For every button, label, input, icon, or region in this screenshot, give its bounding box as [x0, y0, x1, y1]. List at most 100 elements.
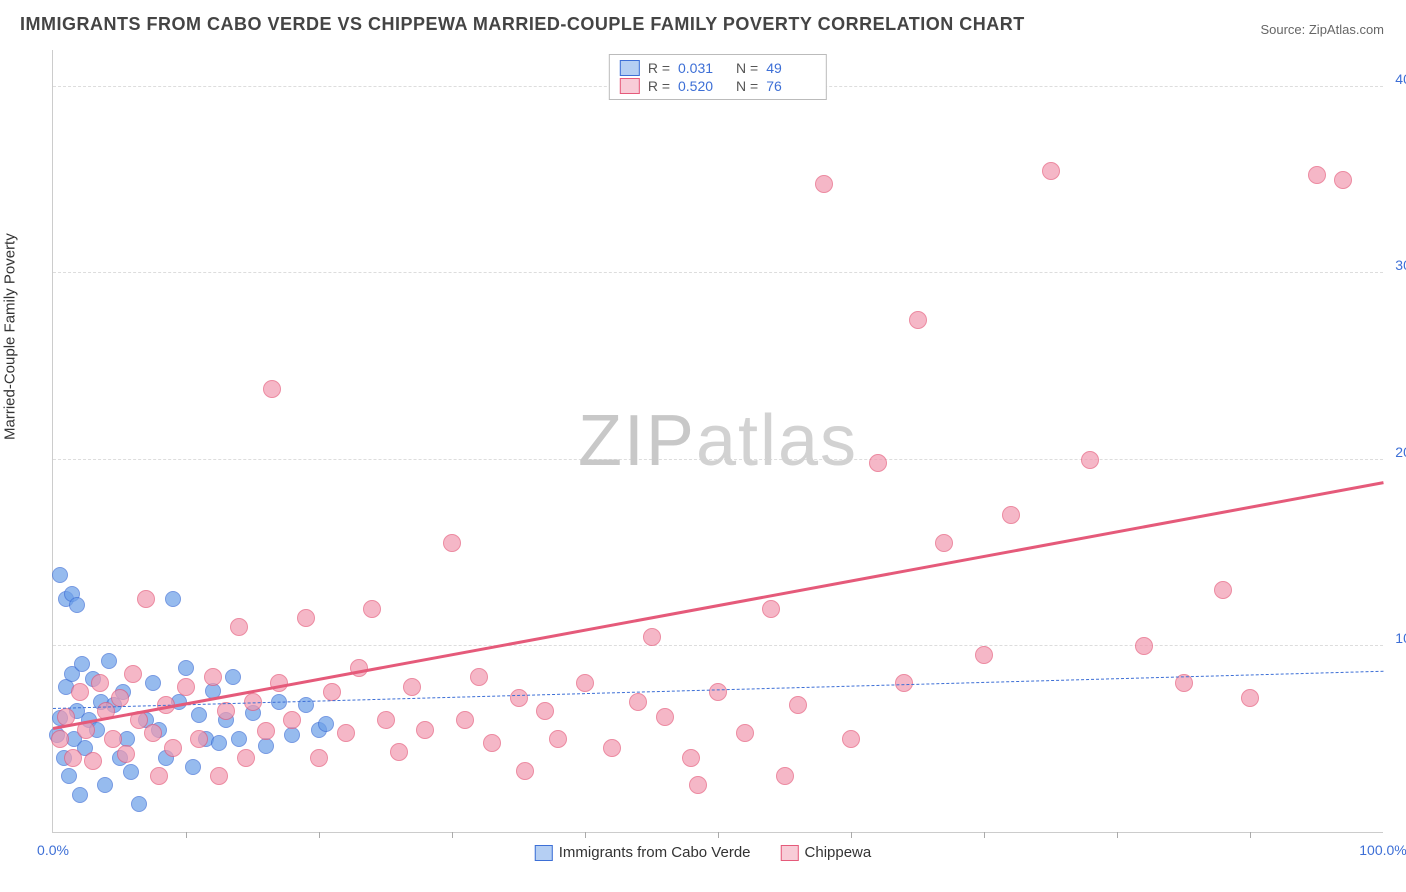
- data-point: [258, 738, 274, 754]
- data-point: [263, 380, 281, 398]
- legend-n-label: N =: [736, 78, 758, 94]
- data-point: [337, 724, 355, 742]
- data-point: [231, 731, 247, 747]
- data-point: [603, 739, 621, 757]
- chart-title: IMMIGRANTS FROM CABO VERDE VS CHIPPEWA M…: [20, 14, 1025, 35]
- data-point: [1135, 637, 1153, 655]
- data-point: [257, 722, 275, 740]
- y-tick-label: 20.0%: [1395, 444, 1406, 460]
- data-point: [1042, 162, 1060, 180]
- data-point: [69, 597, 85, 613]
- data-point: [145, 675, 161, 691]
- legend-swatch: [535, 845, 553, 861]
- data-point: [284, 727, 300, 743]
- data-point: [211, 735, 227, 751]
- data-point: [549, 730, 567, 748]
- data-point: [230, 618, 248, 636]
- data-point: [1002, 506, 1020, 524]
- data-point: [101, 653, 117, 669]
- data-point: [225, 669, 241, 685]
- data-point: [74, 656, 90, 672]
- data-point: [909, 311, 927, 329]
- data-point: [165, 591, 181, 607]
- x-tick: [1250, 832, 1251, 838]
- x-tick: [1117, 832, 1118, 838]
- data-point: [510, 689, 528, 707]
- gridline: [53, 272, 1383, 273]
- data-point: [709, 683, 727, 701]
- data-point: [975, 646, 993, 664]
- legend-r-label: R =: [648, 78, 670, 94]
- legend-label: Chippewa: [805, 844, 872, 861]
- legend-swatch: [620, 78, 640, 94]
- data-point: [815, 175, 833, 193]
- series-legend: Immigrants from Cabo Verde Chippewa: [535, 844, 871, 861]
- data-point: [443, 534, 461, 552]
- legend-swatch: [620, 60, 640, 76]
- data-point: [61, 768, 77, 784]
- data-point: [51, 730, 69, 748]
- legend-item: Immigrants from Cabo Verde: [535, 844, 751, 861]
- data-point: [144, 724, 162, 742]
- x-tick-label: 0.0%: [37, 842, 69, 858]
- data-point: [629, 693, 647, 711]
- y-axis-label: Married-Couple Family Poverty: [2, 233, 19, 440]
- data-point: [191, 707, 207, 723]
- data-point: [643, 628, 661, 646]
- data-point: [576, 674, 594, 692]
- data-point: [185, 759, 201, 775]
- scatter-plot-area: ZIPatlas R =0.031N =49R =0.520N =76 10.0…: [52, 50, 1383, 833]
- x-tick: [186, 832, 187, 838]
- data-point: [210, 767, 228, 785]
- x-tick: [452, 832, 453, 838]
- data-point: [111, 689, 129, 707]
- watermark-text: ZIPatlas: [578, 400, 858, 482]
- gridline: [53, 459, 1383, 460]
- data-point: [1081, 451, 1099, 469]
- data-point: [178, 660, 194, 676]
- data-point: [104, 730, 122, 748]
- x-tick-label: 100.0%: [1359, 842, 1406, 858]
- data-point: [762, 600, 780, 618]
- data-point: [1241, 689, 1259, 707]
- data-point: [516, 762, 534, 780]
- data-point: [323, 683, 341, 701]
- data-point: [164, 739, 182, 757]
- legend-n-value: 76: [766, 78, 816, 94]
- data-point: [190, 730, 208, 748]
- data-point: [131, 796, 147, 812]
- data-point: [403, 678, 421, 696]
- data-point: [656, 708, 674, 726]
- data-point: [310, 749, 328, 767]
- data-point: [237, 749, 255, 767]
- data-point: [470, 668, 488, 686]
- y-tick-label: 30.0%: [1395, 257, 1406, 273]
- legend-r-value: 0.031: [678, 60, 728, 76]
- data-point: [137, 590, 155, 608]
- data-point: [689, 776, 707, 794]
- x-tick: [718, 832, 719, 838]
- data-point: [97, 777, 113, 793]
- data-point: [789, 696, 807, 714]
- data-point: [1308, 166, 1326, 184]
- data-point: [377, 711, 395, 729]
- data-point: [483, 734, 501, 752]
- x-tick: [984, 832, 985, 838]
- legend-r-label: R =: [648, 60, 670, 76]
- data-point: [204, 668, 222, 686]
- data-point: [736, 724, 754, 742]
- data-point: [217, 702, 235, 720]
- data-point: [536, 702, 554, 720]
- data-point: [123, 764, 139, 780]
- x-tick: [319, 832, 320, 838]
- x-tick: [585, 832, 586, 838]
- data-point: [842, 730, 860, 748]
- data-point: [390, 743, 408, 761]
- legend-n-value: 49: [766, 60, 816, 76]
- data-point: [1334, 171, 1352, 189]
- data-point: [177, 678, 195, 696]
- data-point: [869, 454, 887, 472]
- data-point: [84, 752, 102, 770]
- data-point: [283, 711, 301, 729]
- data-point: [456, 711, 474, 729]
